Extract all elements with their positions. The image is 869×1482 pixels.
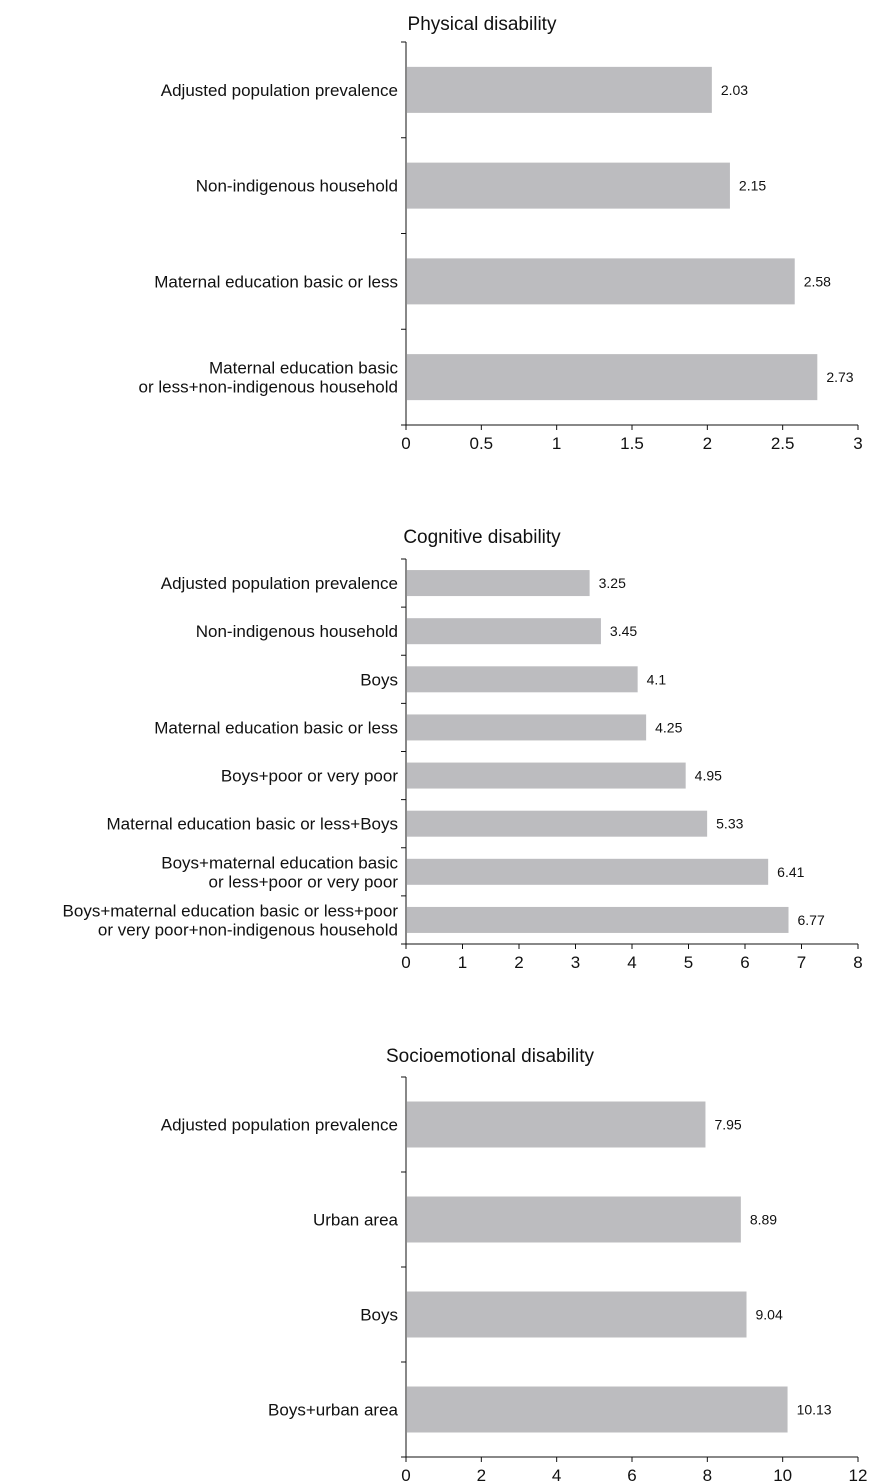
bar	[407, 66, 712, 113]
x-tick-label: 0.5	[470, 434, 494, 453]
category-label: Adjusted population prevalence	[161, 81, 398, 100]
bar	[407, 1101, 706, 1148]
chart-1: Physical disability 0 0.5 1 1.5 2 2.5 3 2.03 Adju…	[139, 14, 863, 453]
category-label-line: Maternal education basic or less+Boys	[106, 815, 398, 834]
x-tick-label: 0	[401, 434, 410, 453]
x-tick-label: 12	[849, 1466, 868, 1482]
category-label-line: Maternal education basic	[209, 359, 399, 378]
x-tick-label: 1.5	[620, 434, 644, 453]
category-label: Non-indigenous household	[196, 177, 398, 196]
data-label: 6.77	[798, 912, 825, 928]
x-tick-label: 2.5	[771, 434, 795, 453]
x-tick-label: 3	[571, 953, 580, 972]
category-label-line: Maternal education basic or less	[154, 718, 398, 737]
data-label: 9.04	[756, 1307, 783, 1323]
bar	[407, 810, 708, 837]
category-label: Boys+maternal education basic or less+po…	[63, 901, 399, 939]
category-label: Maternal education basic or less	[154, 272, 398, 291]
data-label: 4.1	[647, 671, 667, 687]
x-tick-label: 1	[458, 953, 467, 972]
bar	[407, 1291, 747, 1338]
bar	[407, 762, 686, 789]
category-label-line: Adjusted population prevalence	[161, 81, 398, 100]
x-tick-label: 4	[627, 953, 636, 972]
category-label-line: or less+non-indigenous household	[139, 378, 398, 397]
category-label-line: Adjusted population prevalence	[161, 574, 398, 593]
data-label: 6.41	[777, 864, 804, 880]
data-label: 8.89	[750, 1212, 777, 1228]
x-tick-label: 8	[703, 1466, 712, 1482]
bar	[407, 1196, 741, 1243]
category-label-line: Boys+maternal education basic or less+po…	[63, 901, 399, 920]
bar	[407, 258, 795, 305]
bar	[407, 618, 601, 645]
x-tick-label: 0	[401, 1466, 410, 1482]
x-tick-label: 5	[684, 953, 693, 972]
category-label-line: Maternal education basic or less	[154, 272, 398, 291]
bar	[407, 162, 730, 209]
bar	[407, 570, 590, 597]
data-label: 2.03	[721, 82, 748, 98]
chart-title: Cognitive disability	[403, 527, 561, 548]
category-label-line: Non-indigenous household	[196, 177, 398, 196]
category-label: Boys	[360, 1306, 398, 1325]
category-label: Adjusted population prevalence	[161, 574, 398, 593]
x-tick-label: 3	[853, 434, 862, 453]
category-label: Maternal education basic or less+Boys	[106, 815, 398, 834]
x-tick-label: 10	[773, 1466, 792, 1482]
x-tick-label: 8	[853, 953, 862, 972]
category-label: Boys+urban area	[268, 1401, 398, 1420]
data-label: 2.15	[739, 178, 766, 194]
x-tick-label: 4	[552, 1466, 561, 1482]
category-label: Adjusted population prevalence	[161, 1116, 398, 1135]
chart-2: Cognitive disability 0 1 2 3 4 5 6 7 8 3.25 Adjuste…	[63, 527, 863, 972]
data-label: 5.33	[716, 816, 743, 832]
x-tick-label: 6	[627, 1466, 636, 1482]
category-label-line: Non-indigenous household	[196, 622, 398, 641]
category-label-line: Boys+urban area	[268, 1401, 398, 1420]
chart-title: Physical disability	[408, 14, 557, 35]
category-label-line: Adjusted population prevalence	[161, 1116, 398, 1135]
data-label: 3.45	[610, 623, 637, 639]
category-label-line: Boys	[360, 1306, 398, 1325]
x-tick-label: 2	[703, 434, 712, 453]
chart-title: Socioemotional disability	[386, 1046, 595, 1067]
category-label-line: Boys+maternal education basic	[161, 853, 398, 872]
x-tick-label: 1	[552, 434, 561, 453]
x-tick-label: 7	[797, 953, 806, 972]
category-label: Maternal education basic or less	[154, 718, 398, 737]
category-label-line: Urban area	[313, 1211, 399, 1230]
bar	[407, 354, 818, 401]
data-label: 10.13	[797, 1402, 832, 1418]
bar	[407, 858, 769, 885]
chart-3: Socioemotional disability 0 2 4 6 8 10 12 7.95 Ad…	[161, 1046, 868, 1482]
category-label: Non-indigenous household	[196, 622, 398, 641]
category-label-line: or very poor+non-indigenous household	[98, 920, 398, 939]
category-label: Urban area	[313, 1211, 399, 1230]
bar	[407, 666, 638, 693]
category-label: Boys+poor or very poor	[221, 767, 399, 786]
data-label: 4.25	[655, 719, 682, 735]
category-label-line: Boys	[360, 670, 398, 689]
category-label: Boys+maternal education basic or less+poo…	[161, 853, 398, 891]
category-label: Maternal education basic or less+non-indi…	[139, 359, 399, 397]
x-tick-label: 2	[477, 1466, 486, 1482]
data-label: 2.58	[804, 273, 831, 289]
data-label: 4.95	[695, 768, 722, 784]
bar	[407, 906, 789, 933]
category-label-line: or less+poor or very poor	[209, 872, 399, 891]
x-tick-label: 2	[514, 953, 523, 972]
x-tick-label: 6	[740, 953, 749, 972]
category-label-line: Boys+poor or very poor	[221, 767, 399, 786]
bar	[407, 714, 647, 741]
data-label: 7.95	[714, 1117, 741, 1133]
data-label: 3.25	[599, 575, 626, 591]
category-label: Boys	[360, 670, 398, 689]
data-label: 2.73	[826, 369, 853, 385]
x-tick-label: 0	[401, 953, 410, 972]
bar	[407, 1386, 788, 1433]
